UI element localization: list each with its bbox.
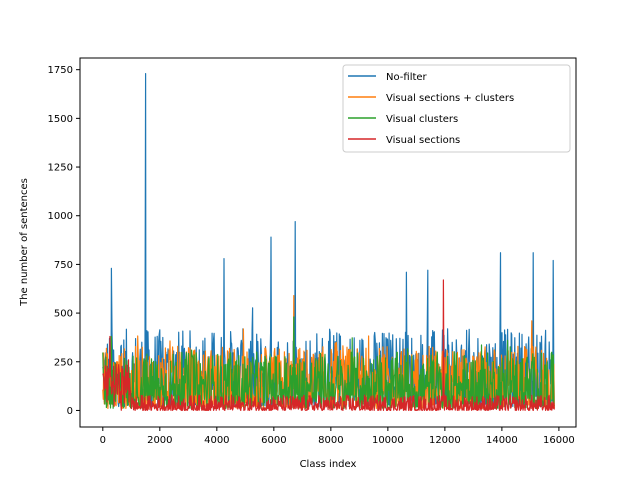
y-tick-label: 1750 <box>48 65 73 76</box>
y-axis-label: The number of sentences <box>19 178 30 307</box>
legend-box <box>342 64 571 153</box>
x-tick-label: 16000 <box>543 435 575 446</box>
series-line-4 <box>102 279 555 411</box>
y-tick-label: 750 <box>54 260 73 271</box>
x-axis: 0 2000 4000 6000 8000 10000 12000 14000 16000 <box>100 427 575 446</box>
y-tick-label: 500 <box>54 309 73 320</box>
legend-entry: No-filter <box>386 72 428 83</box>
x-tick-label: 10000 <box>372 435 404 446</box>
y-tick-label: 250 <box>54 357 73 368</box>
y-tick-label: 0 <box>67 406 73 417</box>
legend-entry: Visual clusters <box>386 114 458 125</box>
x-tick-label: 12000 <box>429 435 461 446</box>
series-layer <box>102 73 555 411</box>
x-tick-label: 0 <box>100 435 106 446</box>
x-tick-label: 6000 <box>261 435 286 446</box>
plot-frame <box>79 57 577 428</box>
y-axis: 0 250 500 750 1000 1250 1500 1750 <box>48 65 80 417</box>
x-tick-label: 2000 <box>147 435 172 446</box>
x-tick-label: 4000 <box>204 435 229 446</box>
y-tick-label: 1250 <box>48 163 73 174</box>
legend-entry: Visual sections <box>386 135 460 146</box>
x-tick-label: 8000 <box>318 435 343 446</box>
y-tick-label: 1500 <box>48 114 73 125</box>
x-axis-label: Class index <box>300 459 357 470</box>
legend-entry: Visual sections + clusters <box>386 93 514 104</box>
x-tick-label: 14000 <box>486 435 518 446</box>
legend: No-filter Visual sections + clusters Visua… <box>342 64 571 153</box>
y-tick-label: 1000 <box>48 211 73 222</box>
